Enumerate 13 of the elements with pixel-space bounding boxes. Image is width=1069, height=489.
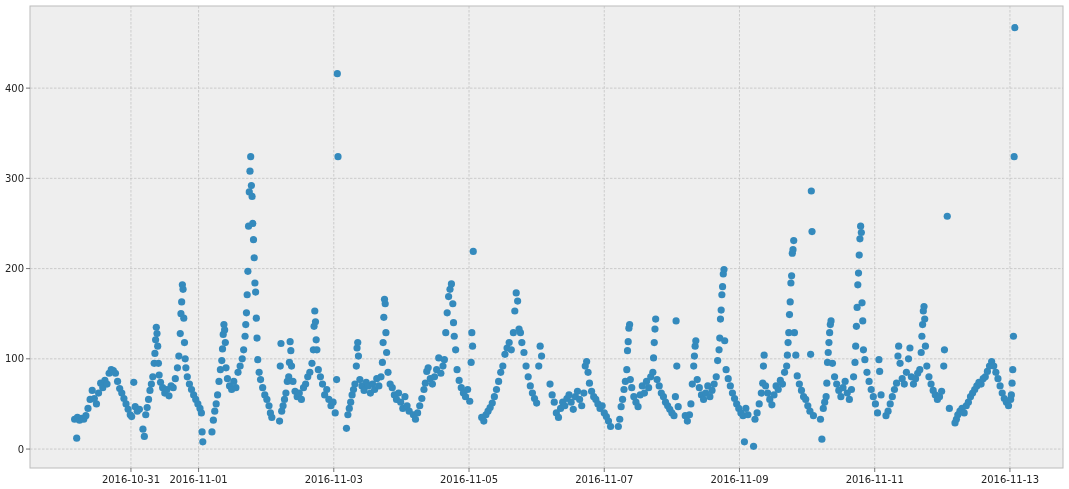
x-tick-label: 2016-11-03	[304, 474, 363, 485]
x-tick-label: 2016-11-09	[710, 474, 769, 485]
y-tick-label: 200	[4, 263, 24, 275]
x-tick-label: 2016-11-11	[845, 474, 904, 485]
y-tick-label: 400	[4, 82, 24, 94]
y-tick-label: 100	[4, 353, 24, 365]
x-tick-label: 2016-11-05	[439, 474, 499, 485]
x-tick-label: 2016-11-13	[980, 474, 1039, 485]
x-tick-label: 2016-11-07	[575, 474, 634, 485]
y-tick-label: 300	[4, 172, 24, 184]
x-tick-label: 2016-11-01	[169, 474, 228, 485]
y-tick-label: 0	[17, 443, 24, 455]
x-tick-label: 2016-10-31	[101, 474, 161, 485]
